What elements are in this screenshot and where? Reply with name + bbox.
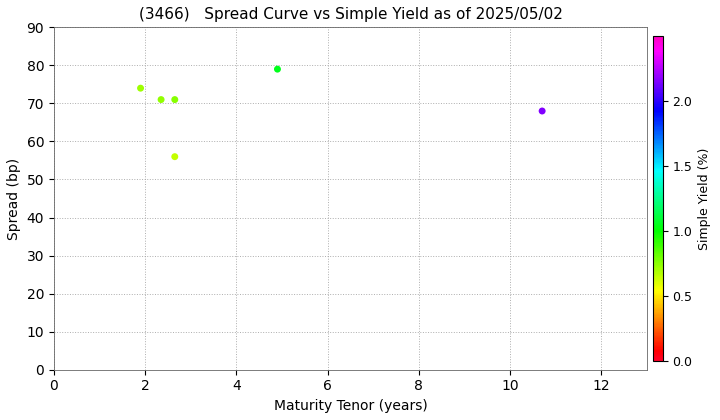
Title: (3466)   Spread Curve vs Simple Yield as of 2025/05/02: (3466) Spread Curve vs Simple Yield as o… [138, 7, 562, 22]
Point [169, 96, 181, 103]
Point [156, 96, 167, 103]
Y-axis label: Simple Yield (%): Simple Yield (%) [698, 147, 711, 250]
X-axis label: Maturity Tenor (years): Maturity Tenor (years) [274, 399, 428, 413]
Point [271, 66, 283, 73]
Point [169, 153, 181, 160]
Point [536, 108, 548, 114]
Y-axis label: Spread (bp): Spread (bp) [7, 158, 21, 239]
Point [135, 85, 146, 92]
